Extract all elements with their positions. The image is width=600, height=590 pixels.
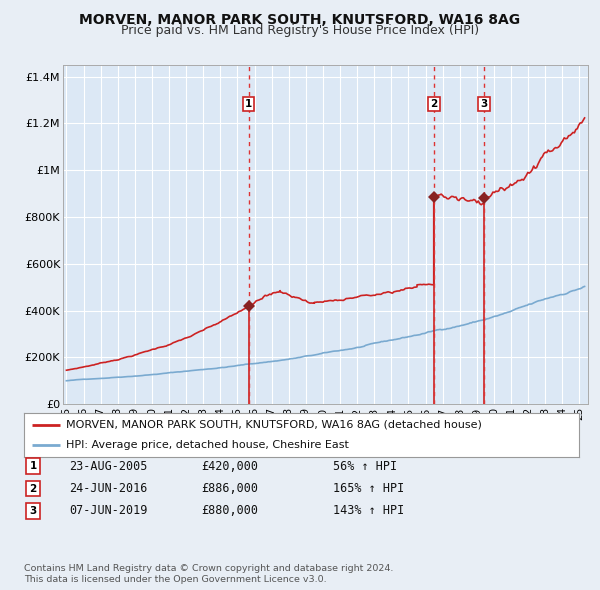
Text: HPI: Average price, detached house, Cheshire East: HPI: Average price, detached house, Ches… (65, 440, 349, 450)
Text: 2: 2 (430, 99, 437, 109)
Text: £420,000: £420,000 (201, 460, 258, 473)
Text: MORVEN, MANOR PARK SOUTH, KNUTSFORD, WA16 8AG: MORVEN, MANOR PARK SOUTH, KNUTSFORD, WA1… (79, 13, 521, 27)
Text: MORVEN, MANOR PARK SOUTH, KNUTSFORD, WA16 8AG (detached house): MORVEN, MANOR PARK SOUTH, KNUTSFORD, WA1… (65, 420, 482, 430)
Text: £886,000: £886,000 (201, 482, 258, 495)
Text: 24-JUN-2016: 24-JUN-2016 (69, 482, 148, 495)
Text: 165% ↑ HPI: 165% ↑ HPI (333, 482, 404, 495)
Text: 143% ↑ HPI: 143% ↑ HPI (333, 504, 404, 517)
Text: 56% ↑ HPI: 56% ↑ HPI (333, 460, 397, 473)
Text: Contains HM Land Registry data © Crown copyright and database right 2024.: Contains HM Land Registry data © Crown c… (24, 565, 394, 573)
Text: 1: 1 (245, 99, 252, 109)
Text: This data is licensed under the Open Government Licence v3.0.: This data is licensed under the Open Gov… (24, 575, 326, 584)
Text: £880,000: £880,000 (201, 504, 258, 517)
Text: 2: 2 (29, 484, 37, 493)
Text: 07-JUN-2019: 07-JUN-2019 (69, 504, 148, 517)
Text: 3: 3 (481, 99, 488, 109)
Text: 1: 1 (29, 461, 37, 471)
Text: 23-AUG-2005: 23-AUG-2005 (69, 460, 148, 473)
Text: 3: 3 (29, 506, 37, 516)
Text: Price paid vs. HM Land Registry's House Price Index (HPI): Price paid vs. HM Land Registry's House … (121, 24, 479, 37)
